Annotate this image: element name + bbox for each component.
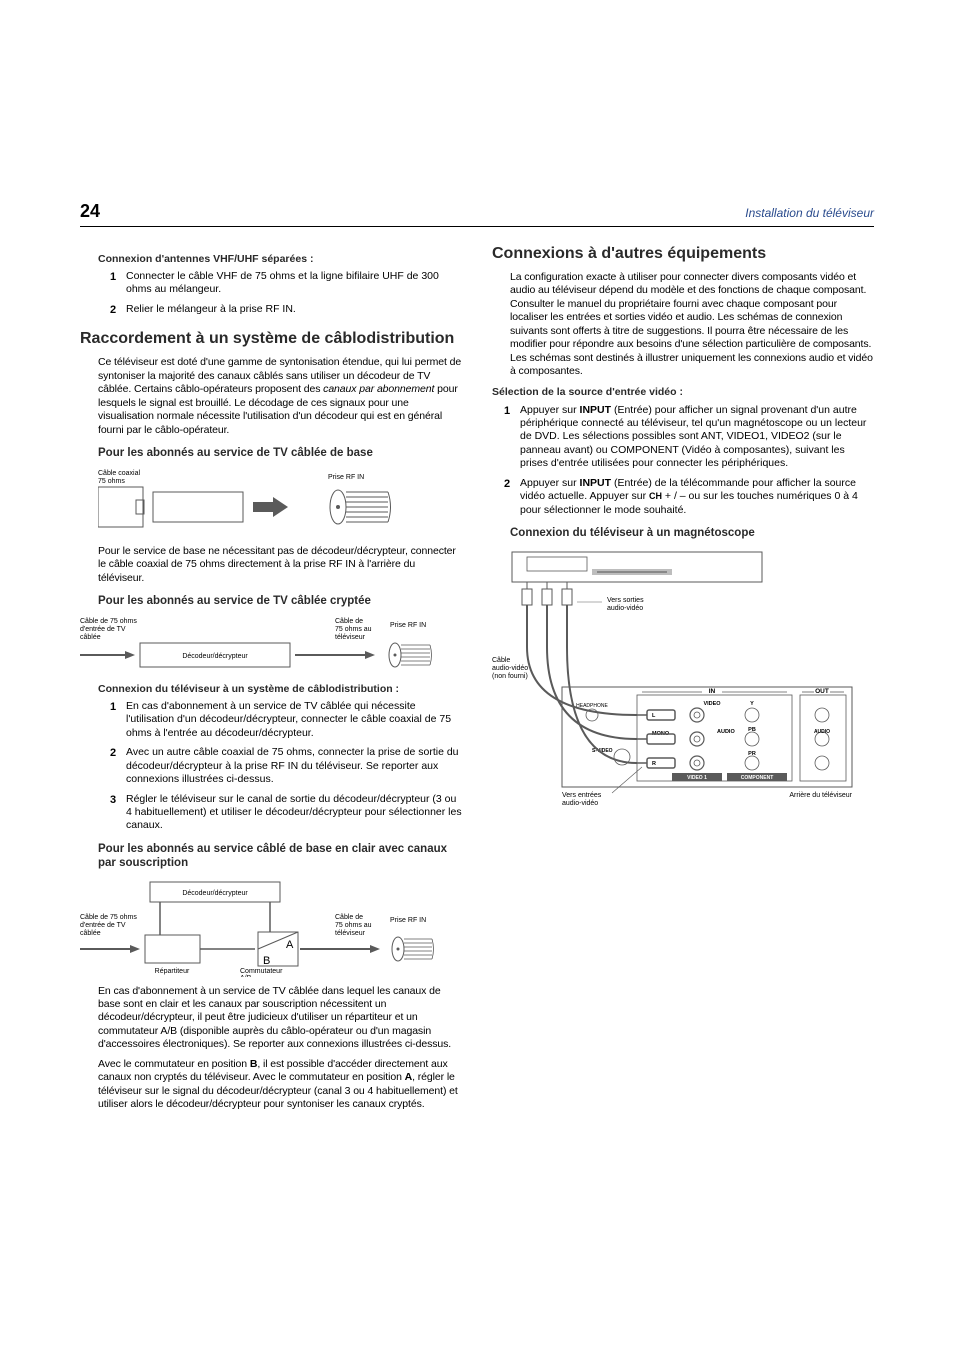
pr-ab-label: Commutateur	[240, 968, 283, 975]
right-title: Connexions à d'autres équipements	[492, 245, 874, 263]
svg-text:téléviseur: téléviseur	[335, 930, 366, 937]
cable-intro-italic: canaux par abonnement	[323, 383, 434, 395]
svg-text:d'entrée de TV: d'entrée de TV	[80, 922, 126, 929]
page-header: 24 Installation du téléviseur	[80, 200, 874, 227]
svg-text:75 ohms au: 75 ohms au	[335, 922, 372, 929]
svg-text:audio-vidéo: audio-vidéo	[562, 800, 598, 807]
scrambled-diagram: Câble de 75 ohms d'entrée de TV câblée C…	[80, 615, 462, 675]
scrambled-heading: Pour les abonnés au service de TV câblée…	[98, 595, 462, 609]
vcr-video: VIDEO	[703, 701, 721, 707]
sc-label-rf: Prise RF IN	[390, 622, 426, 629]
vcr-in: IN	[709, 688, 716, 695]
vcr-pb: PB	[748, 727, 756, 733]
vcr-audio1: AUDIO	[717, 729, 735, 735]
svg-text:d'entrée de TV: d'entrée de TV	[80, 626, 126, 633]
label-coax2: 75 ohms	[98, 478, 125, 485]
antenna-step-2: Relier le mélangeur à la prise RF IN.	[110, 303, 462, 316]
page-number: 24	[80, 200, 100, 223]
scrambled-subhead: Connexion du téléviseur à un système de …	[98, 683, 462, 696]
vcr-in-av: Vers entrées	[562, 792, 602, 799]
label-rf: Prise RF IN	[328, 474, 364, 481]
svg-text:Câble de 75 ohms: Câble de 75 ohms	[80, 914, 137, 921]
vcr-l: L	[652, 713, 656, 719]
body-columns: Connexion d'antennes VHF/UHF séparées : …	[80, 245, 874, 1118]
left-column: Connexion d'antennes VHF/UHF séparées : …	[80, 245, 462, 1118]
vcr-y: Y	[750, 701, 754, 707]
s2a: Appuyer sur	[520, 477, 580, 489]
basic-cable-diagram: Câble coaxial 75 ohms Prise RF IN	[98, 467, 462, 537]
premium-p2-bold-a: A	[405, 1071, 412, 1083]
vcr-out-av: Vers sorties	[607, 597, 644, 604]
svg-text:75 ohms au: 75 ohms au	[335, 626, 372, 633]
cable-title: Raccordement à un système de câblodistri…	[80, 330, 462, 348]
basic-cable-heading: Pour les abonnés au service de TV câblée…	[98, 447, 462, 461]
premium-p2: Avec le commutateur en position B, il es…	[98, 1058, 462, 1112]
sc-label-tv: Câble de	[335, 618, 363, 625]
vcr-svg: Vers sorties audio-vidéo Câble audio-vid…	[492, 547, 862, 817]
scrambled-step-3: Régler le téléviseur sur le canal de sor…	[110, 793, 462, 833]
pr-decoder-label: Décodeur/décrypteur	[182, 890, 248, 897]
select-step-1: Appuyer sur INPUT (Entrée) pour afficher…	[504, 404, 874, 471]
svg-text:câblée: câblée	[80, 634, 101, 641]
right-column: Connexions à d'autres équipements La con…	[492, 245, 874, 1118]
premium-p2-a: Avec le commutateur en position	[98, 1058, 250, 1070]
sc-decoder-label: Décodeur/décrypteur	[182, 653, 248, 660]
cable-intro: Ce téléviseur est doté d'une gamme de sy…	[98, 356, 462, 437]
chapter-title: Installation du téléviseur	[745, 206, 874, 221]
s1a: Appuyer sur	[520, 404, 580, 416]
pr-label-rf: Prise RF IN	[390, 917, 426, 924]
pr-a-label: A	[286, 939, 294, 951]
vcr-heading: Connexion du téléviseur à un magnétoscop…	[510, 527, 874, 541]
scrambled-step-1: En cas d'abonnement à un service de TV c…	[110, 700, 462, 740]
pr-b-label: B	[263, 955, 270, 967]
antenna-step-1: Connecter le câble VHF de 75 ohms et la …	[110, 270, 462, 297]
svg-text:audio-vidéo: audio-vidéo	[607, 605, 643, 612]
pr-splitter-label: Répartiteur	[155, 968, 190, 975]
svg-text:audio-vidéo: audio-vidéo	[492, 665, 528, 672]
vcr-out: OUT	[815, 688, 829, 695]
basic-cable-note: Pour le service de base ne nécessitant p…	[98, 545, 462, 585]
select-step-2: Appuyer sur INPUT (Entrée) de la télécom…	[504, 477, 874, 517]
sc-label-input: Câble de 75 ohms	[80, 618, 137, 625]
antenna-heading: Connexion d'antennes VHF/UHF séparées :	[98, 253, 462, 266]
svg-text:téléviseur: téléviseur	[335, 634, 366, 641]
select-heading: Sélection de la source d'entrée vidéo :	[492, 386, 874, 399]
vcr-r: R	[652, 761, 656, 767]
s2ch: CH	[649, 491, 662, 501]
vcr-cable-label: Câble	[492, 657, 510, 664]
vcr-diagram: Vers sorties audio-vidéo Câble audio-vid…	[492, 547, 874, 817]
svg-text:A/B: A/B	[240, 975, 252, 977]
select-steps: Appuyer sur INPUT (Entrée) pour afficher…	[504, 404, 874, 518]
vcr-pr: PR	[748, 751, 756, 757]
vcr-back-label: Arrière du téléviseur	[789, 792, 852, 799]
premium-p1: En cas d'abonnement à un service de TV c…	[98, 985, 462, 1052]
vcr-audio-out: AUDIO	[814, 729, 830, 735]
vcr-component: COMPONENT	[741, 775, 774, 781]
svg-text:câblée: câblée	[80, 930, 101, 937]
scrambled-steps: En cas d'abonnement à un service de TV c…	[110, 700, 462, 833]
antenna-steps: Connecter le câble VHF de 75 ohms et la …	[110, 270, 462, 316]
vcr-video1: VIDEO 1	[687, 775, 707, 781]
svg-text:(non fourni): (non fourni)	[492, 673, 528, 680]
premium-svg: Câble de 75 ohms d'entrée de TV câblée C…	[80, 877, 440, 977]
scrambled-svg: Câble de 75 ohms d'entrée de TV câblée C…	[80, 615, 440, 675]
right-intro: La configuration exacte à utiliser pour …	[510, 271, 874, 379]
s1bold: INPUT	[580, 404, 612, 416]
scrambled-step-2: Avec un autre câble coaxial de 75 ohms, …	[110, 746, 462, 786]
premium-heading: Pour les abonnés au service câblé de bas…	[98, 843, 462, 871]
premium-diagram: Câble de 75 ohms d'entrée de TV câblée C…	[80, 877, 462, 977]
s2bold: INPUT	[580, 477, 612, 489]
svg-text:Câble de: Câble de	[335, 914, 363, 921]
basic-cable-svg: Câble coaxial 75 ohms Prise RF IN	[98, 467, 398, 537]
label-coax: Câble coaxial	[98, 470, 140, 477]
